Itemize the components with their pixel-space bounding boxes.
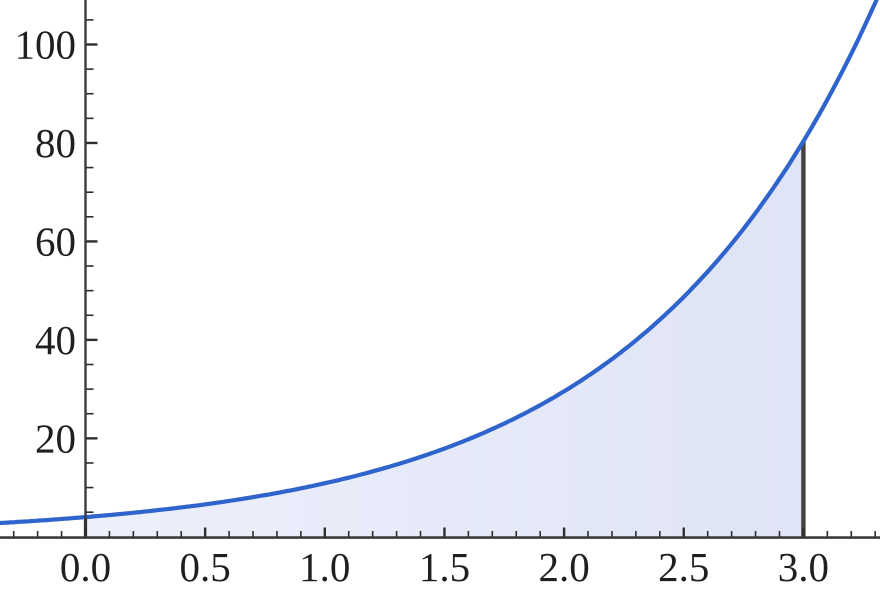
x-tick-label: 3.0 [778,544,829,590]
y-tick-label: 60 [35,218,76,264]
x-tick-label: 0.0 [60,544,111,590]
x-tick-label: 0.5 [180,544,231,590]
x-tick-label: 1.0 [299,544,350,590]
shaded-region [85,141,804,537]
y-tick-label: 40 [35,317,76,363]
x-tick-label: 1.5 [419,544,470,590]
y-tick-label: 100 [15,22,77,68]
y-tick-label: 20 [35,415,76,461]
x-tick-label: 2.5 [658,544,709,590]
x-tick-label: 2.0 [538,544,589,590]
y-tick-label: 80 [35,120,76,166]
curve-path [0,0,879,526]
